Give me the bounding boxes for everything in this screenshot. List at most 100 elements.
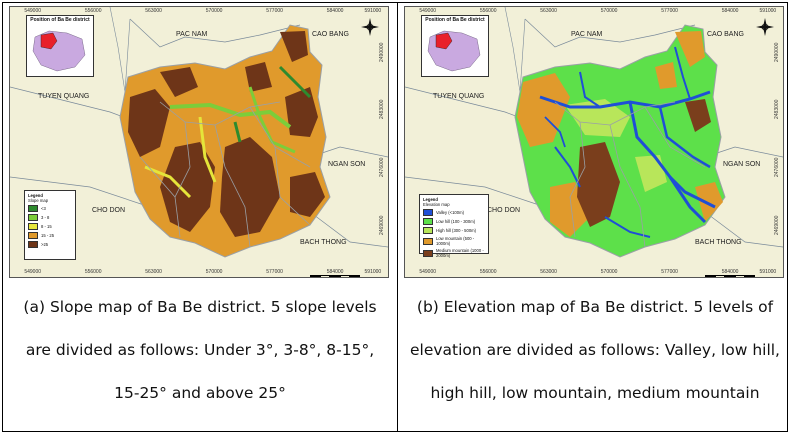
x-tick: 584000 bbox=[721, 269, 739, 275]
north-arrow-icon bbox=[756, 18, 774, 36]
legend-label: 15 - 25 bbox=[41, 233, 55, 238]
legend-subtitle: Elevation map bbox=[423, 202, 450, 207]
legend-item: High hill (300 - 500m) bbox=[423, 227, 485, 234]
x-tick: 549000 bbox=[419, 8, 437, 14]
x-axis-top: 549000 556000 563000 570000 577000 58400… bbox=[10, 8, 388, 16]
neighbor-boundary bbox=[504, 7, 526, 93]
legend-swatch bbox=[28, 241, 38, 248]
slope-patch bbox=[248, 86, 296, 154]
caption-b: (b) Elevation map of Ba Be district. 5 l… bbox=[398, 286, 790, 415]
x-tick: 570000 bbox=[205, 8, 223, 14]
position-inset: Position of Ba Be district bbox=[421, 15, 489, 77]
elevation-patch bbox=[675, 31, 705, 67]
legend-item: Valley (<100m) bbox=[423, 209, 485, 216]
y-tick: 2469000 bbox=[379, 215, 385, 235]
position-inset: Position of Ba Be district bbox=[26, 15, 94, 77]
commune-boundary bbox=[609, 124, 646, 248]
slope-patch bbox=[245, 62, 272, 92]
legend-label: Medium mountain (1000 - 2000m) bbox=[436, 248, 484, 258]
inset-map bbox=[32, 30, 86, 72]
legend-label: 8 - 15 bbox=[41, 224, 52, 229]
slope-patch bbox=[278, 65, 312, 99]
commune-boundary bbox=[139, 156, 176, 198]
region-cao-bang: CAO BANG bbox=[707, 31, 744, 38]
y-tick: 2469000 bbox=[774, 215, 780, 235]
slope-patch bbox=[128, 89, 170, 157]
x-tick: 563000 bbox=[145, 8, 162, 14]
y-tick: 2490000 bbox=[774, 42, 780, 62]
x-tick: 563000 bbox=[540, 8, 557, 14]
river bbox=[628, 101, 707, 224]
neighbor-boundary bbox=[524, 18, 696, 48]
region-bach-thong: BACH THONG bbox=[300, 239, 347, 246]
river bbox=[668, 175, 716, 209]
region-cho-don: CHO DON bbox=[487, 207, 521, 214]
x-tick: 563000 bbox=[540, 269, 557, 275]
elevation-map: 549000 556000 563000 570000 577000 58400… bbox=[404, 6, 784, 278]
neighbor-boundary bbox=[109, 7, 131, 93]
legend-item: 8 - 15 bbox=[28, 223, 72, 230]
legend-item: Medium mountain (1000 - 2000m) bbox=[423, 248, 485, 258]
panel-b: 549000 556000 563000 570000 577000 58400… bbox=[398, 2, 790, 432]
x-tick: 556000 bbox=[479, 269, 497, 275]
river bbox=[544, 116, 566, 148]
x-tick: 584000 bbox=[326, 269, 344, 275]
neighbor-boundary bbox=[129, 18, 301, 48]
elevation-legend: Legend Elevation map Valley (<100m) Low … bbox=[419, 194, 489, 258]
legend-label: High hill (300 - 500m) bbox=[436, 228, 477, 233]
legend-title: Legend bbox=[423, 197, 438, 202]
legend-item: Low mountain (500 - 1000m) bbox=[423, 236, 485, 246]
legend-swatch bbox=[28, 205, 38, 212]
x-tick: 556000 bbox=[479, 8, 497, 14]
panel-divider bbox=[397, 2, 398, 432]
x-tick: 577000 bbox=[266, 8, 283, 14]
elevation-patch bbox=[695, 182, 723, 222]
x-tick: 563000 bbox=[145, 269, 162, 275]
slope-patch bbox=[160, 142, 215, 232]
commune-boundary bbox=[214, 124, 251, 248]
x-tick: 591000 bbox=[364, 269, 382, 275]
x-tick: 577000 bbox=[661, 269, 678, 275]
legend-item: >25 bbox=[28, 241, 72, 248]
neighbor-boundary bbox=[704, 211, 783, 248]
region-cao-bang: CAO BANG bbox=[312, 31, 349, 38]
caption-line: are divided as follows: Under 3°, 3-8°, … bbox=[25, 341, 375, 359]
x-tick: 584000 bbox=[721, 8, 739, 14]
legend-item: <3 bbox=[28, 205, 72, 212]
y-tick: 2483000 bbox=[379, 99, 385, 119]
river bbox=[579, 71, 601, 108]
x-tick: 556000 bbox=[84, 8, 102, 14]
x-axis-bottom: 549000 556000 563000 570000 577000 58400… bbox=[405, 269, 783, 277]
region-pac-nam: PAC NAM bbox=[176, 31, 208, 38]
y-tick: 2476000 bbox=[379, 157, 385, 177]
x-tick: 591000 bbox=[364, 8, 382, 14]
slope-patch bbox=[160, 67, 198, 97]
x-tick: 577000 bbox=[661, 8, 678, 14]
x-tick: 584000 bbox=[326, 8, 344, 14]
region-tuyen-quang: TUYEN QUANG bbox=[38, 93, 90, 100]
legend-swatch bbox=[28, 214, 38, 221]
y-tick: 2476000 bbox=[774, 157, 780, 177]
legend-label: Low mountain (500 - 1000m) bbox=[436, 236, 475, 246]
legend-title: Legend bbox=[28, 193, 43, 198]
legend-item: 3 - 8 bbox=[28, 214, 72, 221]
legend-swatch bbox=[28, 223, 38, 230]
region-tuyen-quang: TUYEN QUANG bbox=[433, 93, 485, 100]
slope-patch bbox=[290, 172, 325, 217]
caption-line: (a) Slope map of Ba Be district. 5 slope… bbox=[23, 298, 377, 316]
x-axis-bottom: 549000 556000 563000 570000 577000 58400… bbox=[10, 269, 388, 277]
x-axis-top: 549000 556000 563000 570000 577000 58400… bbox=[405, 8, 783, 16]
river bbox=[658, 106, 711, 169]
slope-patch bbox=[198, 116, 217, 183]
x-tick: 591000 bbox=[759, 8, 777, 14]
inset-title: Position of Ba Be district bbox=[425, 17, 485, 23]
caption-line: high hill, low mountain, medium mountain bbox=[430, 384, 760, 402]
y-tick: 2490000 bbox=[379, 42, 385, 62]
x-tick: 577000 bbox=[266, 269, 283, 275]
slope-patch bbox=[233, 121, 242, 143]
x-tick: 549000 bbox=[419, 269, 437, 275]
slope-patch bbox=[280, 31, 308, 62]
region-pac-nam: PAC NAM bbox=[571, 31, 603, 38]
legend-label: <3 bbox=[41, 206, 46, 211]
